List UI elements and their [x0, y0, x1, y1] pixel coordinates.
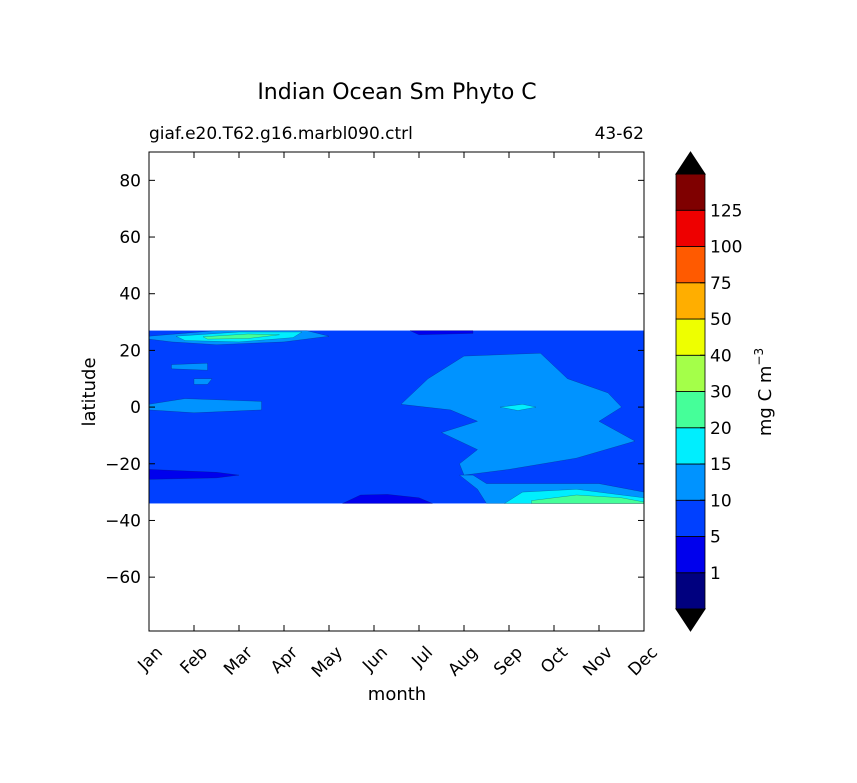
colorbar-tick-label-10: 10 — [710, 491, 732, 511]
x-tick-label-May: May — [308, 643, 347, 682]
colorbar-segment-10 — [675, 209, 706, 247]
chart-subtitle-left: giaf.e20.T62.g16.marbl090.ctrl — [149, 124, 413, 144]
chart-title: Indian Ocean Sm Phyto C — [257, 80, 536, 105]
contour-region-5 — [149, 398, 262, 414]
y-axis-label: latitude — [79, 357, 100, 426]
colorbar-tick-label-40: 40 — [710, 346, 732, 366]
x-tick-label-Aug: Aug — [444, 643, 482, 681]
colorbar-segment-2 — [675, 499, 706, 537]
colorbar-tick-label-100: 100 — [710, 238, 742, 258]
chart-subtitle-right: 43-62 — [595, 124, 644, 144]
colorbar-tick-label-50: 50 — [710, 310, 732, 330]
colorbar-tick-label-15: 15 — [710, 455, 732, 475]
contour-region-3 — [171, 362, 208, 371]
y-tick-label--60: −60 — [105, 568, 141, 588]
y-tick-label-20: 20 — [119, 341, 141, 361]
x-tick-label-Oct: Oct — [537, 643, 572, 678]
colorbar-extend-max — [675, 151, 706, 175]
colorbar-tick-label-5: 5 — [710, 528, 721, 548]
x-axis-label: month — [368, 684, 426, 705]
y-tick-label--20: −20 — [105, 455, 141, 475]
x-tick-label-Sep: Sep — [490, 643, 527, 680]
x-tick-label-Mar: Mar — [220, 643, 257, 680]
y-tick-label--40: −40 — [105, 511, 141, 531]
colorbar-label-text: mg C m — [755, 366, 776, 437]
colorbar-label-exponent: −3 — [752, 348, 766, 366]
colorbar-segment-0 — [675, 572, 706, 610]
x-tick-label-Nov: Nov — [579, 643, 617, 681]
colorbar-tick-label-30: 30 — [710, 383, 732, 403]
x-tick-label-Apr: Apr — [267, 643, 302, 678]
colorbar-tick-label-75: 75 — [710, 274, 732, 294]
colorbar-tick-label-1: 1 — [710, 564, 721, 584]
contour-region-4 — [193, 378, 213, 385]
plot-frame — [148, 151, 645, 632]
colorbar-tick-label-20: 20 — [710, 419, 732, 439]
y-tick-label-80: 80 — [119, 171, 141, 191]
contour-field — [149, 330, 644, 504]
colorbar-segment-8 — [675, 282, 706, 320]
contour-region-11 — [149, 469, 240, 480]
contour-region-12 — [342, 494, 433, 504]
x-tick-label-Feb: Feb — [177, 643, 212, 678]
x-tick-label-Jul: Jul — [408, 643, 437, 672]
colorbar-segment-7 — [675, 318, 706, 356]
contour-region-6 — [400, 352, 636, 476]
colorbar-segment-11 — [675, 173, 706, 211]
contour-region-10 — [531, 494, 644, 504]
contour-region-13 — [409, 330, 474, 336]
colorbar-segment-1 — [675, 536, 706, 574]
colorbar-segment-4 — [675, 427, 706, 465]
colorbar-label: mg C m−3 — [752, 348, 776, 436]
colorbar-segment-3 — [675, 463, 706, 501]
x-tick-label-Jun: Jun — [358, 643, 392, 677]
colorbar-extend-min — [675, 608, 706, 632]
colorbar-segment-6 — [675, 354, 706, 392]
y-tick-label-60: 60 — [119, 228, 141, 248]
y-tick-label-40: 40 — [119, 285, 141, 305]
x-tick-label-Jan: Jan — [134, 643, 167, 676]
x-tick-label-Dec: Dec — [625, 643, 662, 680]
colorbar-tick-label-125: 125 — [710, 201, 742, 221]
colorbar-segment-5 — [675, 391, 706, 429]
colorbar-segment-9 — [675, 246, 706, 284]
y-tick-label-0: 0 — [130, 398, 141, 418]
contour-region-7 — [499, 404, 537, 411]
contour-region-2 — [202, 333, 280, 340]
